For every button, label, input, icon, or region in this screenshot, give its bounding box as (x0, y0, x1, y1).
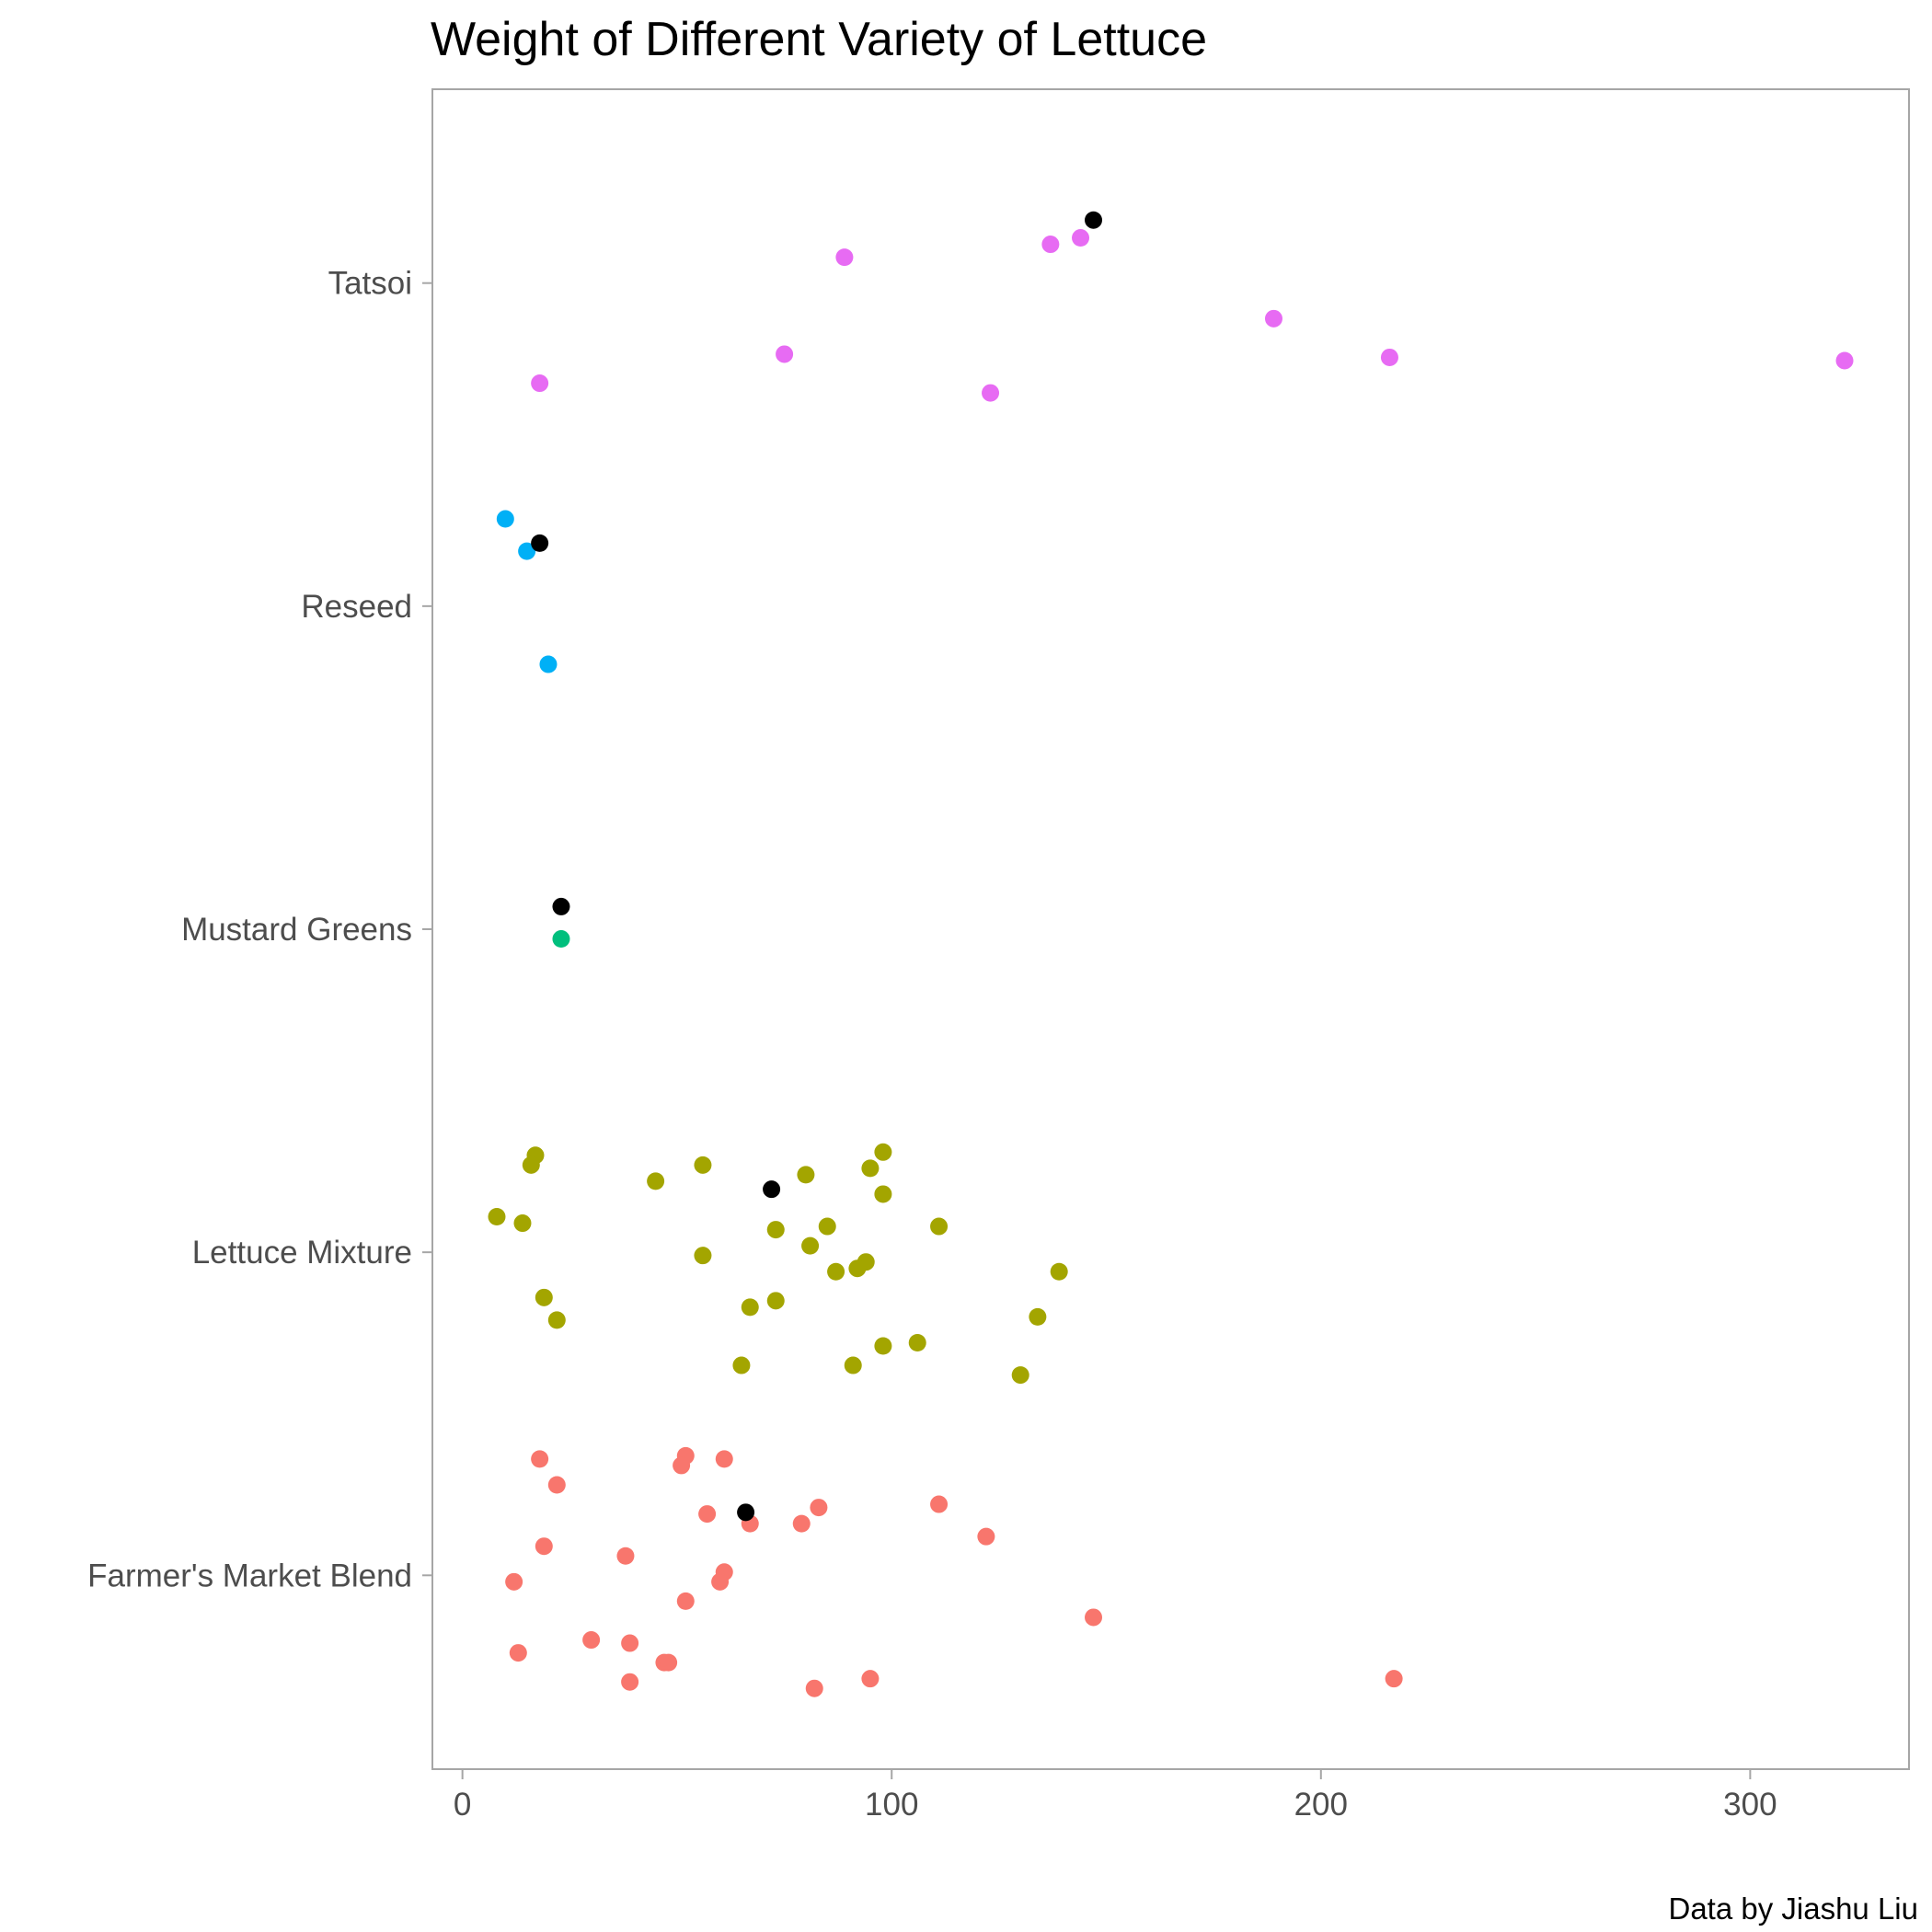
point-farmer-s-market-blend-26 (861, 1670, 880, 1688)
point-lettuce-mixture-29 (1011, 1366, 1029, 1385)
y-tick-label-farmer-s-market-blend: Farmer's Market Blend (87, 1558, 412, 1593)
point-tatsoi-6 (1380, 348, 1398, 366)
point-lettuce-mixture-12 (818, 1217, 836, 1236)
point-tatsoi-4 (1264, 309, 1282, 328)
point-farmer-s-market-blend-23 (660, 1653, 678, 1672)
point-farmer-s-market-blend-25 (805, 1679, 823, 1697)
point-tatsoi-2 (1041, 236, 1060, 254)
point-farmer-s-market-blend-27 (1385, 1670, 1403, 1688)
point-lettuce-mixture-17 (848, 1259, 867, 1278)
point-lettuce-mixture-7 (874, 1143, 892, 1161)
point-lettuce-mixture-18 (827, 1262, 845, 1281)
chart-caption: Data by Jiashu Liu (1669, 1892, 1919, 1926)
mean-point-farmer-s-market-blend (737, 1503, 755, 1522)
point-lettuce-mixture-26 (874, 1337, 892, 1355)
x-tick-label-300: 300 (1723, 1787, 1777, 1823)
point-farmer-s-market-blend-9 (810, 1499, 828, 1517)
point-lettuce-mixture-2 (522, 1156, 540, 1174)
point-lettuce-mixture-23 (547, 1311, 566, 1329)
series-tatsoi (531, 229, 1854, 402)
point-farmer-s-market-blend-12 (535, 1537, 553, 1556)
point-tatsoi-1 (835, 248, 854, 267)
point-tatsoi-8 (531, 374, 549, 393)
x-tick-label-0: 0 (454, 1787, 471, 1823)
point-farmer-s-market-blend-11 (977, 1527, 995, 1546)
point-farmer-s-market-blend-5 (547, 1476, 566, 1494)
mean-point-reseed (531, 534, 549, 552)
point-lettuce-mixture-4 (694, 1156, 712, 1174)
point-lettuce-mixture-6 (861, 1159, 880, 1178)
point-lettuce-mixture-25 (908, 1333, 926, 1351)
y-tick-label-tatsoi: Tatsoi (328, 266, 412, 302)
point-lettuce-mixture-11 (766, 1221, 785, 1239)
mean-point-lettuce-mixture (763, 1180, 781, 1199)
x-axis: 0 100 200 300 (454, 1769, 1777, 1823)
point-farmer-s-market-blend-24 (621, 1673, 639, 1691)
point-lettuce-mixture-3 (647, 1172, 665, 1190)
x-tick-label-100: 100 (865, 1787, 918, 1823)
point-farmer-s-market-blend-21 (621, 1634, 639, 1652)
point-farmer-s-market-blend-4 (715, 1450, 733, 1468)
y-tick-label-mustard-greens: Mustard Greens (181, 912, 412, 948)
point-farmer-s-market-blend-18 (1085, 1608, 1103, 1627)
point-reseed-1 (496, 510, 514, 528)
series-lettuce-mixture (488, 1143, 1068, 1385)
plot-panel (431, 88, 1910, 1770)
point-tatsoi-7 (1835, 351, 1854, 370)
point-farmer-s-market-blend-19 (509, 1644, 527, 1662)
point-lettuce-mixture-20 (535, 1288, 553, 1306)
y-tick-label-lettuce-mixture: Lettuce Mixture (192, 1235, 412, 1271)
point-farmer-s-market-blend-13 (616, 1547, 635, 1565)
point-farmer-s-market-blend-6 (698, 1505, 717, 1524)
point-farmer-s-market-blend-14 (505, 1572, 523, 1591)
y-axis: Farmer's Market Blend Lettuce Mixture Must… (87, 266, 432, 1593)
y-tick-label-reseed: Reseed (301, 589, 412, 625)
series-mustard-greens (552, 930, 570, 949)
data-points (488, 229, 1854, 1697)
point-mustard-greens-1 (552, 930, 570, 949)
point-farmer-s-market-blend-3 (673, 1456, 691, 1475)
point-lettuce-mixture-27 (732, 1356, 751, 1374)
point-lettuce-mixture-22 (741, 1298, 759, 1317)
point-lettuce-mixture-15 (694, 1247, 712, 1265)
point-tatsoi-9 (982, 384, 1000, 402)
point-tatsoi-5 (776, 345, 794, 363)
point-reseed-3 (539, 655, 558, 673)
point-lettuce-mixture-10 (513, 1214, 532, 1233)
point-farmer-s-market-blend-20 (582, 1631, 601, 1650)
point-lettuce-mixture-8 (874, 1185, 892, 1203)
point-lettuce-mixture-24 (1029, 1307, 1047, 1326)
mean-point-mustard-greens (552, 897, 570, 915)
mean-point-tatsoi (1085, 211, 1103, 229)
point-lettuce-mixture-14 (801, 1236, 820, 1255)
point-lettuce-mixture-28 (844, 1356, 862, 1374)
point-reseed-2 (518, 542, 536, 560)
series-farmer-s-market-blend (505, 1446, 1403, 1697)
point-farmer-s-market-blend-10 (930, 1495, 949, 1513)
point-lettuce-mixture-13 (930, 1217, 949, 1236)
point-tatsoi-3 (1072, 229, 1090, 247)
series-reseed (496, 510, 558, 673)
point-lettuce-mixture-9 (488, 1208, 506, 1226)
point-farmer-s-market-blend-16 (711, 1572, 730, 1591)
x-tick-label-200: 200 (1294, 1787, 1348, 1823)
point-lettuce-mixture-19 (1050, 1262, 1068, 1281)
point-farmer-s-market-blend-1 (531, 1450, 549, 1468)
mean-points (531, 211, 1103, 1522)
point-lettuce-mixture-5 (797, 1166, 815, 1184)
chart-title: Weight of Different Variety of Lettuce (431, 13, 1207, 66)
point-lettuce-mixture-21 (766, 1292, 785, 1310)
point-farmer-s-market-blend-17 (676, 1592, 695, 1610)
point-farmer-s-market-blend-8 (792, 1514, 811, 1533)
